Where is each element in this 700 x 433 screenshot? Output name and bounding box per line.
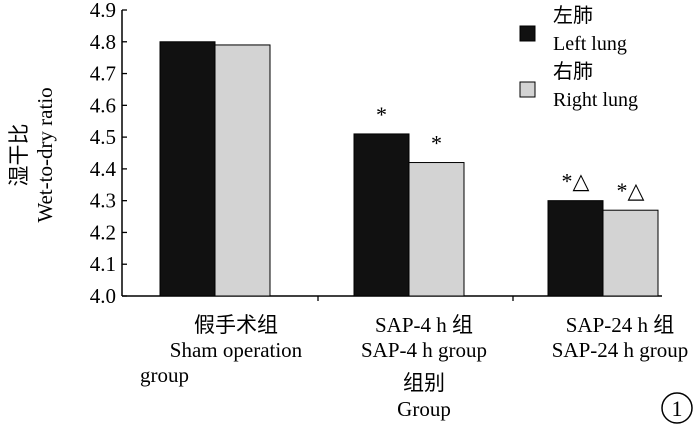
bar-left-lung	[159, 41, 216, 297]
significance-marker: *△	[617, 178, 645, 203]
y-tick-label: 4.2	[90, 220, 116, 244]
y-tick-label: 4.4	[90, 157, 117, 181]
x-category-label: SAP-24 h 组	[566, 313, 675, 337]
x-axis-title-zh: 组别	[403, 371, 445, 395]
legend-label-zh: 左肺	[553, 4, 593, 27]
legend-label-en: Right lung	[553, 89, 638, 111]
x-category-label: 假手术组	[194, 313, 278, 337]
significance-marker: *	[431, 131, 442, 156]
x-axis-title-en: Group	[397, 397, 451, 421]
legend-swatch-right-lung	[519, 81, 536, 98]
bar-right-lung	[214, 44, 271, 297]
y-tick-label: 4.0	[90, 284, 116, 308]
y-tick-label: 4.8	[90, 30, 116, 54]
x-category-label: group	[140, 363, 189, 387]
bar-right-lung	[602, 209, 659, 297]
y-tick-label: 4.3	[90, 189, 116, 213]
legend-label-en: Left lung	[553, 33, 627, 55]
significance-marker: *	[376, 102, 387, 127]
y-tick-label: 4.7	[90, 62, 116, 86]
figure-number-circle	[661, 392, 693, 424]
significance-marker: *△	[562, 169, 590, 194]
bar-right-lung	[408, 162, 465, 297]
y-tick-label: 4.6	[90, 93, 116, 117]
x-category-label: SAP-4 h group	[361, 338, 487, 362]
legend-label-zh: 右肺	[553, 60, 593, 83]
bar-left-lung	[547, 200, 604, 297]
y-tick-label: 4.1	[90, 252, 116, 276]
y-axis-title-zh: 湿干比	[7, 124, 31, 187]
y-axis-title-en: Wet-to-dry ratio	[33, 87, 57, 222]
x-category-label: Sham operation	[170, 338, 303, 362]
bar-left-lung	[353, 133, 410, 297]
y-tick-label: 4.5	[90, 125, 116, 149]
x-category-label: SAP-24 h group	[552, 338, 689, 362]
y-tick-label: 4.9	[90, 0, 116, 22]
legend-swatch-left-lung	[519, 25, 536, 42]
x-category-label: SAP-4 h 组	[375, 313, 473, 337]
figure-number: 1	[672, 396, 683, 421]
